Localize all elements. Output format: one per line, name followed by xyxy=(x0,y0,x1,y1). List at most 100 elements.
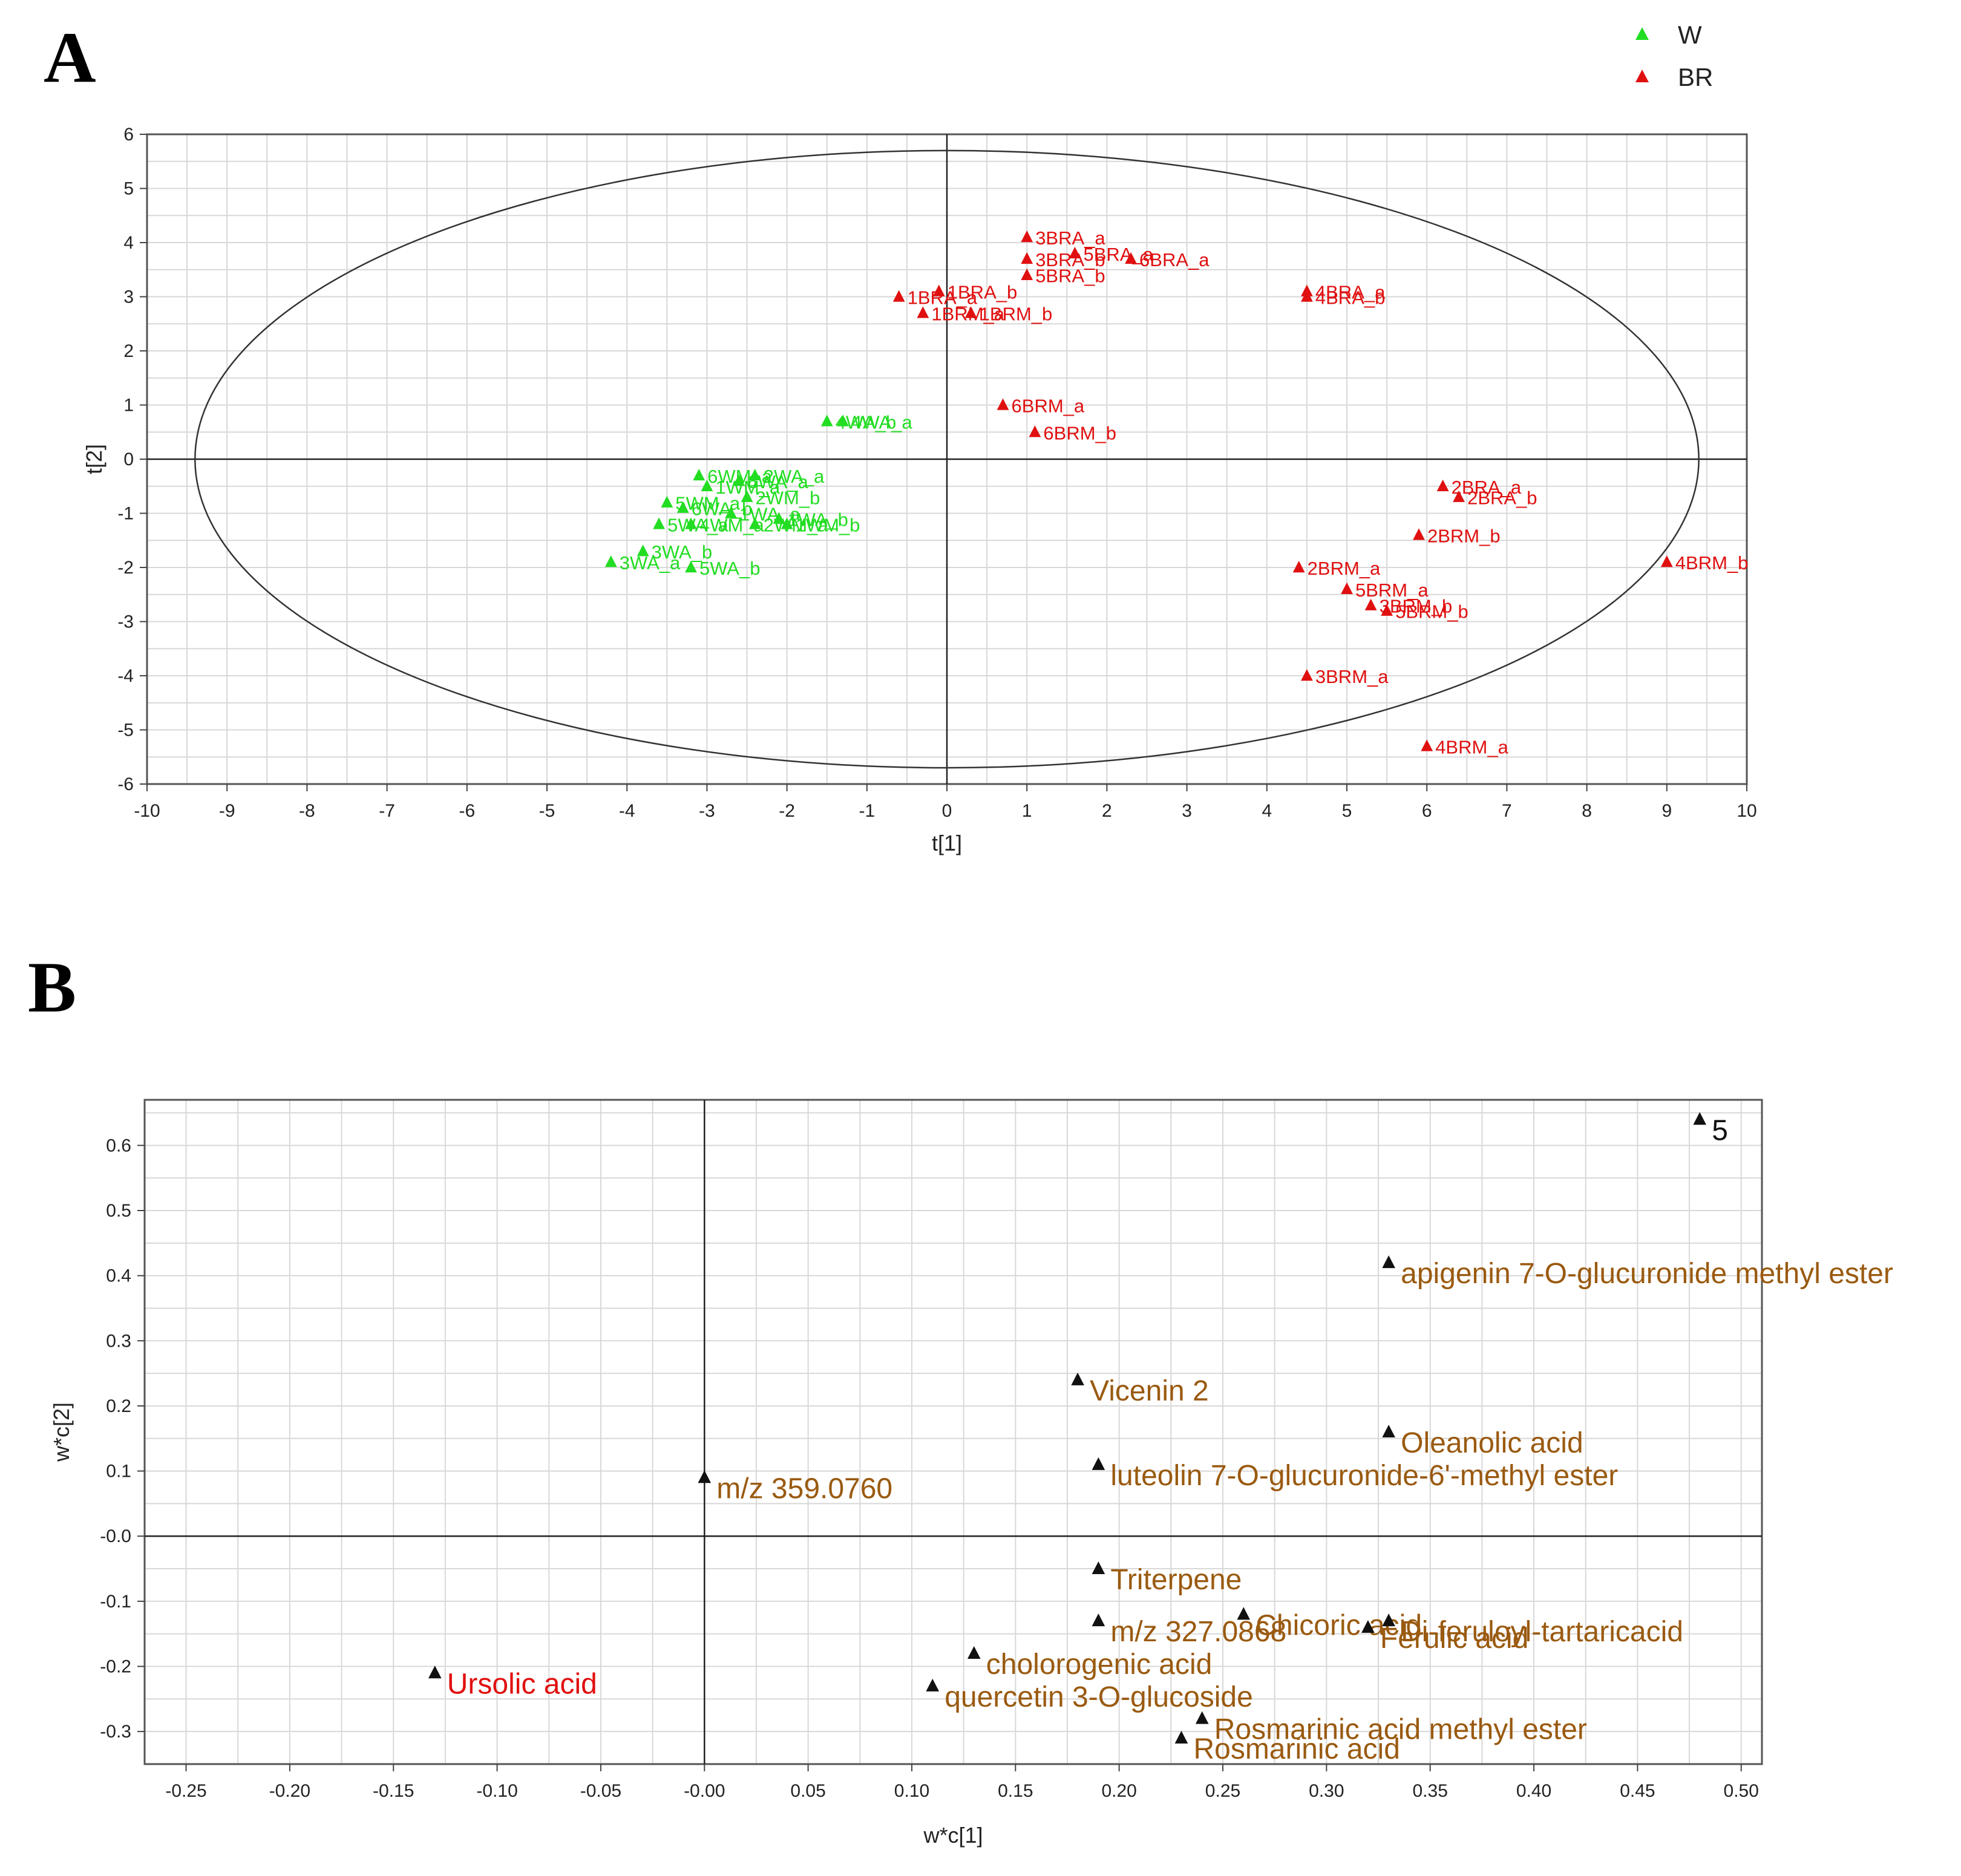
y-tick-label: -4 xyxy=(117,666,134,686)
loading-point xyxy=(698,1470,712,1483)
plot-frame xyxy=(143,1099,1763,1765)
x-tick-label: 6 xyxy=(1422,801,1432,821)
y-tick-label: 6 xyxy=(123,125,134,145)
loading-point xyxy=(967,1646,981,1659)
data-point xyxy=(1021,268,1033,280)
y-tick-label: -3 xyxy=(117,612,134,632)
loading-label: m/z 359.0760 xyxy=(716,1472,892,1505)
x-tick-label: 3 xyxy=(1182,801,1192,821)
data-point xyxy=(1125,252,1137,264)
point-label: 3BRA_a xyxy=(1035,227,1105,249)
data-point xyxy=(725,506,737,518)
point-label: 2BRA_b xyxy=(1467,488,1537,509)
legend: W BR xyxy=(1635,21,1713,91)
point-label: 2WA_a xyxy=(764,466,825,487)
x-tick-label: -6 xyxy=(459,801,475,821)
panel-a-letter: A xyxy=(44,17,96,97)
loading-point xyxy=(1195,1711,1209,1724)
y-tick-label: -0.3 xyxy=(100,1722,131,1742)
point-label: 1WM_b xyxy=(796,514,860,535)
x-tick-label: 5 xyxy=(1342,801,1352,821)
loading-label: m/z 327.0868 xyxy=(1110,1616,1286,1648)
point-label: 3WA_a xyxy=(620,552,681,574)
point-label: 3BRM_a xyxy=(1315,666,1389,687)
legend-br-marker xyxy=(1635,70,1649,82)
point-label: 5WA_b xyxy=(699,558,761,579)
data-point xyxy=(1069,246,1081,259)
x-tick-label: -0.25 xyxy=(165,1781,206,1801)
data-point xyxy=(741,490,753,502)
legend-br-label: BR xyxy=(1678,63,1713,91)
x-tick-label: 0.10 xyxy=(894,1781,929,1801)
point-label: 4WA_a xyxy=(851,411,912,433)
loading-point xyxy=(428,1665,442,1679)
point-label: 3BRA_b xyxy=(1035,249,1105,270)
data-point xyxy=(701,479,713,491)
x-axis-title: t[1] xyxy=(932,831,962,855)
x-tick-label: -8 xyxy=(299,801,315,821)
point-label: 4BRM_b xyxy=(1675,552,1749,574)
x-tick-label: -2 xyxy=(779,801,795,821)
x-tick-label: 0.50 xyxy=(1724,1781,1759,1801)
y-tick-label: -0.1 xyxy=(100,1592,131,1612)
data-point xyxy=(997,398,1009,410)
data-point xyxy=(781,517,793,529)
data-point xyxy=(1453,490,1465,502)
point-label: 6WA_b xyxy=(692,498,753,520)
x-tick-label: 8 xyxy=(1582,801,1592,821)
loading-point xyxy=(1092,1613,1105,1627)
loading-label: Triterpene xyxy=(1110,1564,1242,1596)
point-label: 6BRM_a xyxy=(1012,396,1085,417)
data-point xyxy=(892,290,905,302)
loading-label: Rosmarinic acid xyxy=(1193,1733,1400,1765)
data-point xyxy=(1381,604,1393,616)
loading-label: Vicenin 2 xyxy=(1090,1375,1209,1407)
data-point xyxy=(685,517,697,529)
x-tick-label: -1 xyxy=(859,801,875,821)
loading-label: Oleanolic acid xyxy=(1401,1427,1583,1459)
y-axis-title: t[2] xyxy=(82,444,106,474)
loading-point xyxy=(1382,1613,1395,1627)
data-point xyxy=(1421,739,1433,751)
point-label: 5BRA_b xyxy=(1035,266,1105,287)
y-tick-label: 4 xyxy=(123,233,134,253)
loading-label: luteolin 7-O-glucuronide-6'-methyl ester xyxy=(1110,1460,1618,1492)
point-label: 6BRA_a xyxy=(1139,249,1210,270)
x-tick-label: 0.25 xyxy=(1205,1781,1240,1801)
point-label: 5WA_a xyxy=(667,514,728,535)
y-axis-title: w*c[2] xyxy=(49,1402,74,1462)
data-point xyxy=(637,544,649,557)
confidence-ellipse xyxy=(194,149,1700,769)
data-point xyxy=(917,306,929,318)
data-point xyxy=(1021,230,1033,243)
y-tick-label: 0.2 xyxy=(106,1396,131,1416)
loading-point xyxy=(1071,1372,1084,1385)
point-label: 4BRM_a xyxy=(1435,736,1508,757)
data-point xyxy=(685,561,697,573)
x-tick-label: -0.00 xyxy=(684,1781,725,1801)
y-tick-label: 0.6 xyxy=(106,1136,131,1155)
data-point xyxy=(1029,425,1041,437)
x-tick-label: 0.20 xyxy=(1101,1781,1136,1801)
point-label: 4WM_a xyxy=(699,514,765,535)
data-point xyxy=(1436,479,1449,491)
y-tick-label: 0 xyxy=(123,449,134,469)
data-point xyxy=(733,474,745,486)
y-tick-label: -2 xyxy=(117,558,134,578)
x-tick-label: -5 xyxy=(539,801,555,821)
point-label: 2BRM_b xyxy=(1427,525,1501,546)
point-label: 5BRM_a xyxy=(1355,580,1429,601)
x-tick-label: 10 xyxy=(1737,801,1756,821)
loading-plot: -0.25 -0.20 -0.15 -0.10 -0.05 -0.00 0.05 0.10 0.… xyxy=(49,1099,1893,1848)
x-tick-label: 0.30 xyxy=(1309,1781,1344,1801)
loading-label: cholorogenic acid xyxy=(986,1649,1213,1681)
loading-point xyxy=(926,1678,940,1691)
data-point xyxy=(748,517,761,529)
y-tick-label: 3 xyxy=(123,287,134,307)
data-point xyxy=(1021,252,1033,264)
data-point xyxy=(964,306,977,318)
x-tick-label: 9 xyxy=(1661,801,1672,821)
data-point xyxy=(820,414,833,427)
data-point xyxy=(661,495,673,508)
y-tick-label: 2 xyxy=(123,341,134,361)
